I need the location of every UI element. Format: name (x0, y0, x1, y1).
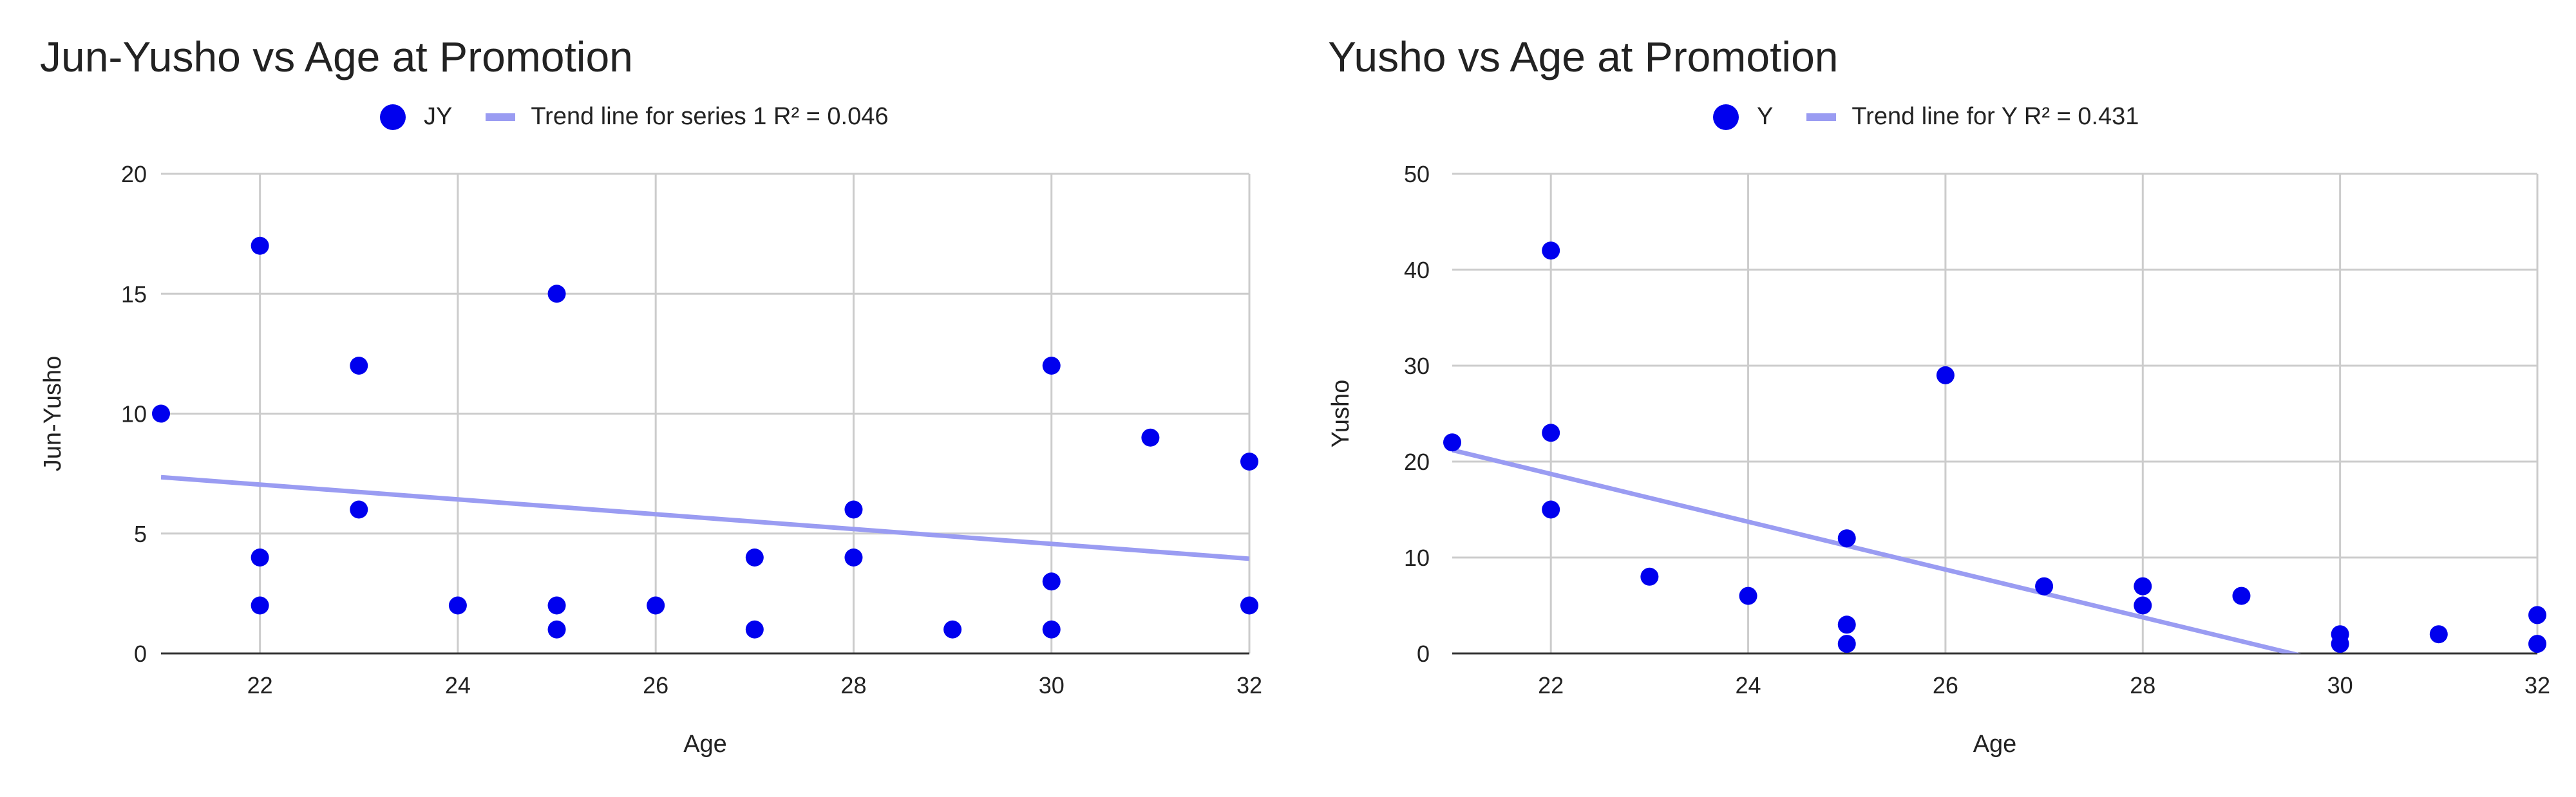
y-tick-label: 40 (1404, 257, 1430, 283)
data-point (251, 236, 269, 255)
data-point (547, 285, 566, 303)
legend-point-marker (380, 104, 406, 130)
data-point (1042, 357, 1061, 375)
data-point (1640, 567, 1659, 586)
data-point (745, 620, 764, 639)
data-point (2331, 635, 2349, 653)
data-point (1739, 586, 1757, 605)
data-point (251, 596, 269, 615)
data-point (350, 357, 368, 375)
data-point (251, 549, 269, 567)
data-point (2429, 625, 2448, 644)
chart-legend: Y Trend line for Y R² = 0.431 (1713, 103, 2139, 131)
data-point (547, 620, 566, 639)
x-tick-label: 32 (2524, 672, 2550, 699)
trend-line (1452, 447, 2302, 653)
x-axis-label: Age (683, 731, 727, 758)
data-point (152, 404, 170, 423)
y-tick-label: 5 (134, 521, 147, 547)
data-point (844, 500, 863, 519)
scatter-plot: 0 5 10 15 20 22 24 26 28 30 32 Age Jun-Yusho (39, 161, 1262, 758)
data-point (1837, 635, 1856, 653)
legend-trend-label: Trend line for series 1 R² = 0.046 (531, 103, 889, 130)
legend-trend-label: Trend line for Y R² = 0.431 (1852, 103, 2139, 130)
trend-line (161, 474, 1249, 561)
y-tick-label: 15 (121, 281, 147, 307)
x-tick-label: 26 (1933, 672, 1958, 699)
data-point (2528, 635, 2546, 653)
y-tick-label: 20 (121, 161, 147, 187)
data-point (943, 620, 962, 639)
data-point (647, 596, 665, 615)
x-axis-label: Age (1973, 731, 2017, 758)
y-tick-label: 10 (1404, 545, 1430, 571)
data-point (1542, 500, 1560, 519)
y-tick-label: 20 (1404, 449, 1430, 475)
x-tick-label: 22 (247, 672, 273, 699)
data-point (1042, 572, 1061, 591)
data-point (1542, 424, 1560, 442)
chart-title: Jun-Yusho vs Age at Promotion (40, 33, 633, 80)
data-point (844, 549, 863, 567)
data-point (1542, 241, 1560, 260)
legend-point-marker (1713, 104, 1739, 130)
y-tick-label: 30 (1404, 353, 1430, 379)
x-tick-label: 22 (1538, 672, 1564, 699)
x-tick-label: 24 (445, 672, 471, 699)
data-point (1141, 428, 1160, 447)
x-tick-label: 32 (1236, 672, 1262, 699)
y-tick-label: 50 (1404, 161, 1430, 187)
data-point (547, 596, 566, 615)
data-point (1240, 453, 1258, 471)
data-point (2134, 596, 2152, 615)
data-point (1837, 529, 1856, 548)
x-tick-label: 28 (2130, 672, 2155, 699)
y-tick-label: 0 (1417, 641, 1430, 667)
data-point (1042, 620, 1061, 639)
data-point (350, 500, 368, 519)
legend-point-label: JY (424, 103, 453, 130)
chart-panel-jun-yusho: Jun-Yusho vs Age at Promotion JY Trend l… (39, 33, 1262, 758)
data-point (1240, 596, 1258, 615)
data-point (448, 596, 467, 615)
x-tick-label: 30 (2327, 672, 2353, 699)
x-tick-label: 26 (643, 672, 668, 699)
legend-point-label: Y (1757, 103, 1774, 130)
data-point (1443, 433, 1461, 452)
data-point (2528, 606, 2546, 624)
legend-trend-marker (486, 113, 516, 121)
data-point (2035, 577, 2054, 595)
data-point (1936, 366, 1955, 384)
data-point (1837, 615, 1856, 634)
chart-panel-yusho: Yusho vs Age at Promotion Y Trend line f… (1288, 0, 2576, 797)
x-tick-label: 28 (840, 672, 866, 699)
x-tick-label: 24 (1736, 672, 1761, 699)
data-point (2232, 586, 2251, 605)
y-tick-label: 10 (121, 401, 147, 427)
y-tick-label: 0 (134, 641, 147, 667)
data-point (2134, 577, 2152, 595)
chart-legend: JY Trend line for series 1 R² = 0.046 (380, 103, 889, 131)
y-axis-label: Jun-Yusho (39, 356, 66, 472)
chart-title: Yusho vs Age at Promotion (1328, 33, 1839, 80)
y-axis-label: Yusho (1327, 380, 1354, 448)
scatter-plot: 0 10 20 30 40 50 22 24 26 28 30 32 Age Yusho (1327, 161, 2550, 758)
legend-trend-marker (1806, 113, 1837, 121)
x-tick-label: 30 (1039, 672, 1065, 699)
data-point (745, 549, 764, 567)
